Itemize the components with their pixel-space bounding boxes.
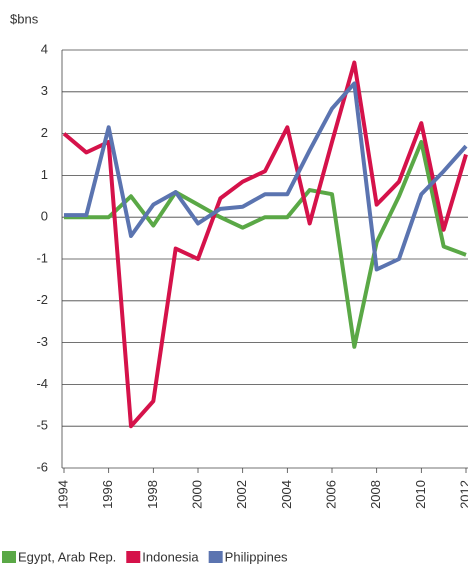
y-tick-label: -3	[36, 334, 48, 349]
x-tick-label: 1996	[100, 480, 115, 509]
series-line	[64, 139, 467, 349]
x-tick-label: 2002	[234, 480, 249, 509]
y-tick-label: 4	[41, 41, 48, 56]
series-line	[62, 60, 468, 429]
y-tick-label: 0	[41, 209, 48, 224]
x-tick-label: 2012	[457, 480, 468, 509]
x-tick-label: 2010	[413, 480, 428, 509]
x-tick-label: 2000	[189, 480, 204, 509]
legend-label: Indonesia	[142, 549, 199, 564]
x-tick-label: 2006	[323, 480, 338, 509]
x-tick-label: 2008	[368, 480, 383, 509]
legend-swatch	[2, 551, 16, 563]
legend-swatch	[208, 551, 223, 563]
y-tick-label: -4	[36, 376, 48, 391]
y-tick-label: 3	[41, 83, 48, 98]
y-tick-label: -1	[36, 250, 48, 265]
y-tick-label: -6	[36, 459, 48, 474]
legend-swatch	[126, 551, 141, 563]
series-line	[64, 81, 468, 272]
x-tick-label: 1994	[55, 480, 70, 509]
x-tick-label: 1998	[145, 480, 160, 509]
legend-label: Egypt, Arab Rep.	[18, 549, 116, 564]
legend-label: Philippines	[225, 549, 288, 564]
y-tick-label: -5	[36, 418, 48, 433]
y-tick-label: 2	[41, 125, 48, 140]
x-tick-label: 2004	[279, 480, 294, 509]
y-axis-label: $bns	[10, 11, 39, 26]
y-tick-label: -2	[36, 292, 48, 307]
y-tick-label: 1	[41, 167, 48, 182]
